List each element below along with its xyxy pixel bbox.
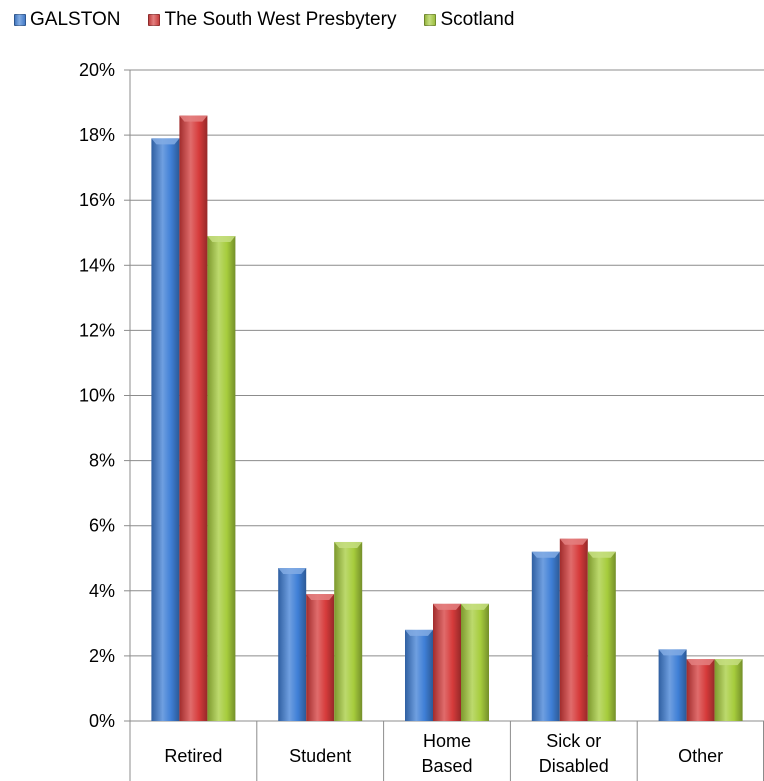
x-category-label: Student	[289, 746, 351, 766]
legend-item-scotland: Scotland	[424, 9, 514, 31]
bar-bevel	[306, 594, 335, 601]
x-category-label: Home	[423, 731, 471, 751]
bar-galston-other	[658, 649, 687, 721]
y-tick-label: 20%	[79, 60, 115, 80]
legend-item-south-west-presbytery: The South West Presbytery	[148, 9, 396, 31]
legend-swatch-galston	[14, 14, 26, 26]
legend-swatch-scotland	[424, 14, 437, 26]
y-tick-label: 2%	[89, 646, 115, 666]
chart-legend: GALSTON The South West Presbytery Scotla…	[14, 6, 514, 34]
bar-bevel	[559, 538, 588, 545]
y-tick-label: 10%	[79, 386, 115, 406]
y-tick-label: 8%	[89, 451, 115, 471]
bar-bevel	[334, 541, 363, 548]
bar-bevel	[658, 649, 687, 656]
bar-scotland-retired	[207, 236, 236, 721]
y-tick-label: 6%	[89, 516, 115, 536]
x-category-label: Retired	[164, 746, 222, 766]
legend-item-galston: GALSTON	[14, 9, 120, 31]
y-tick-label: 18%	[79, 125, 115, 145]
bar-galston-student	[278, 568, 307, 721]
y-tick-label: 4%	[89, 581, 115, 601]
x-category-label: Other	[678, 746, 723, 766]
legend-label-galston: GALSTON	[30, 9, 121, 30]
bar-galston-home-based	[405, 629, 433, 721]
x-category-label: Based	[421, 756, 472, 776]
bar-bevel	[207, 236, 236, 243]
gridlines	[124, 69, 764, 722]
bar-the-south-west-presbytery-other	[686, 659, 715, 721]
bar-scotland-other	[714, 659, 743, 721]
bar-bevel	[686, 659, 715, 666]
bar-the-south-west-presbytery-retired	[179, 115, 208, 721]
bar-the-south-west-presbytery-student	[306, 594, 335, 721]
bar-bevel	[179, 115, 208, 122]
bar-bevel	[151, 138, 180, 145]
bar-bevel	[461, 603, 489, 610]
bar-bevel	[531, 551, 560, 558]
legend-label-scotland: Scotland	[440, 9, 515, 30]
bar-bevel	[587, 551, 616, 558]
y-tick-label: 0%	[89, 711, 115, 731]
bars	[151, 115, 743, 722]
bar-scotland-home-based	[461, 603, 489, 721]
bar-bevel	[433, 603, 461, 610]
legend-label-south-west-presbytery: The South West Presbytery	[164, 9, 397, 30]
legend-swatch-south-west-presbytery	[148, 14, 161, 26]
bar-bevel	[405, 629, 433, 636]
y-tick-label: 12%	[79, 320, 115, 340]
bar-scotland-sick-or-disabled	[587, 551, 616, 721]
bar-bevel	[714, 659, 743, 666]
bar-the-south-west-presbytery-sick-or-disabled	[559, 538, 588, 721]
x-category-label: Disabled	[539, 756, 609, 776]
y-tick-label: 16%	[79, 190, 115, 210]
bar-galston-sick-or-disabled	[531, 551, 560, 721]
axis-labels: 0% 2% 4% 6% 8% 10% 12% 14% 16% 18% 20% Retired Stude…	[79, 60, 723, 776]
bar-bevel	[278, 568, 307, 575]
x-category-label: Sick or	[546, 731, 601, 751]
bar-scotland-student	[334, 541, 363, 721]
bar-the-south-west-presbytery-home-based	[433, 603, 461, 721]
y-tick-label: 14%	[79, 255, 115, 275]
bar-galston-retired	[151, 138, 180, 722]
